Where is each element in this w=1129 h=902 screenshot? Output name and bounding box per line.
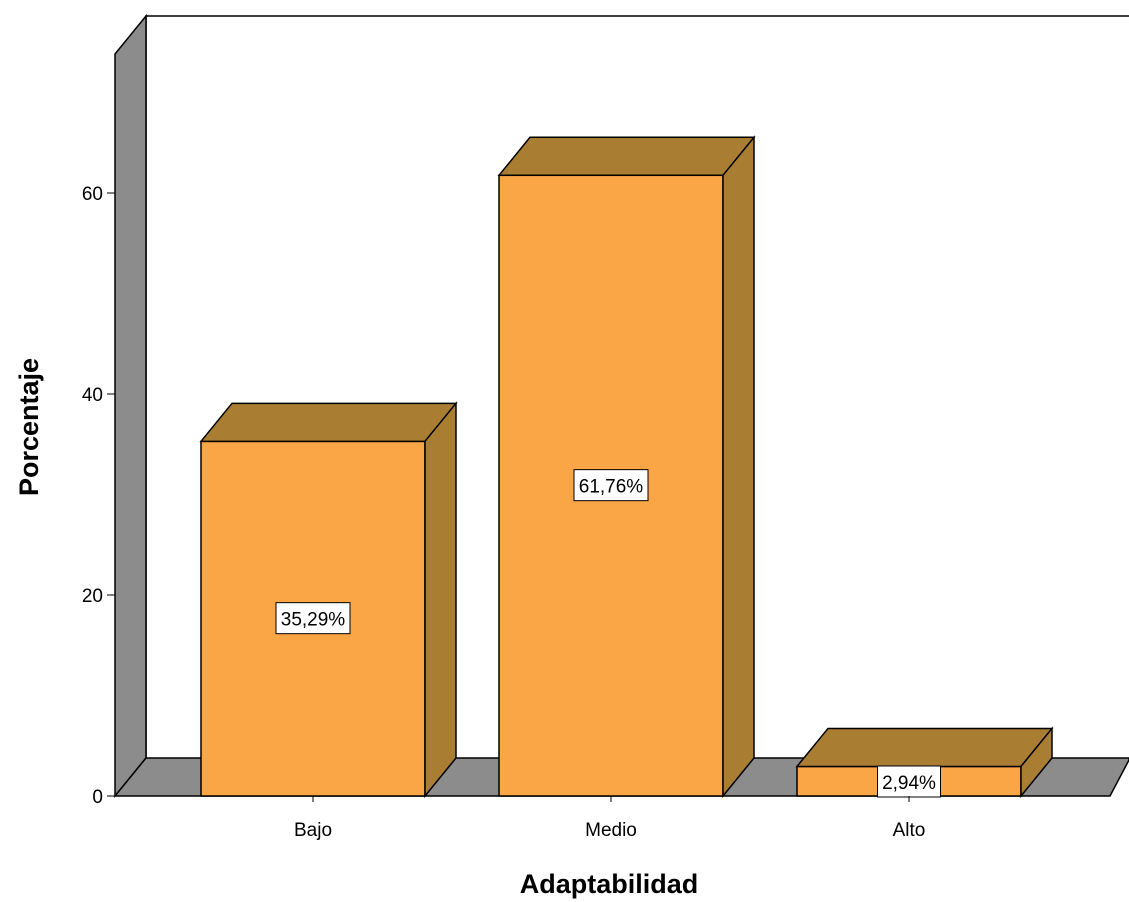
- data-label-box: [275, 602, 351, 635]
- x-axis: Bajo Medio Alto: [294, 796, 925, 841]
- y-tick-label: 0: [92, 787, 103, 808]
- category-label: Alto: [893, 820, 926, 841]
- y-axis-title: Porcentaje: [14, 358, 44, 496]
- data-label-box: [877, 765, 941, 798]
- data-label: 2,94%: [877, 765, 941, 798]
- category-label: Medio: [585, 820, 637, 841]
- data-label: 35,29%: [275, 602, 351, 635]
- data-label-group: 35,29% 61,76% 2,94%: [275, 469, 941, 798]
- y-tick-label: 20: [82, 586, 103, 607]
- category-label: Bajo: [294, 820, 332, 841]
- y-tick-label: 40: [82, 385, 103, 406]
- x-axis-title: Adaptabilidad: [520, 869, 699, 899]
- bar-medio: [497, 135, 756, 799]
- y-tick-label: 60: [82, 184, 103, 205]
- bar-side: [424, 401, 457, 799]
- data-label-text: 61,76%: [579, 477, 644, 498]
- data-label-text: 35,29%: [281, 610, 346, 631]
- bar-bajo: [199, 401, 458, 799]
- bar-top: [199, 402, 458, 443]
- bar-side: [1020, 726, 1053, 799]
- bar-top: [795, 727, 1054, 768]
- left-wall: [114, 13, 147, 799]
- data-label-text: 2,94%: [882, 773, 936, 794]
- y-axis: 0 20 40 60: [82, 184, 115, 808]
- bar-group: [199, 135, 1054, 799]
- data-label-box: [573, 469, 649, 502]
- bar-side: [722, 135, 755, 799]
- data-label: 61,76%: [573, 469, 649, 502]
- bar-top: [497, 136, 756, 177]
